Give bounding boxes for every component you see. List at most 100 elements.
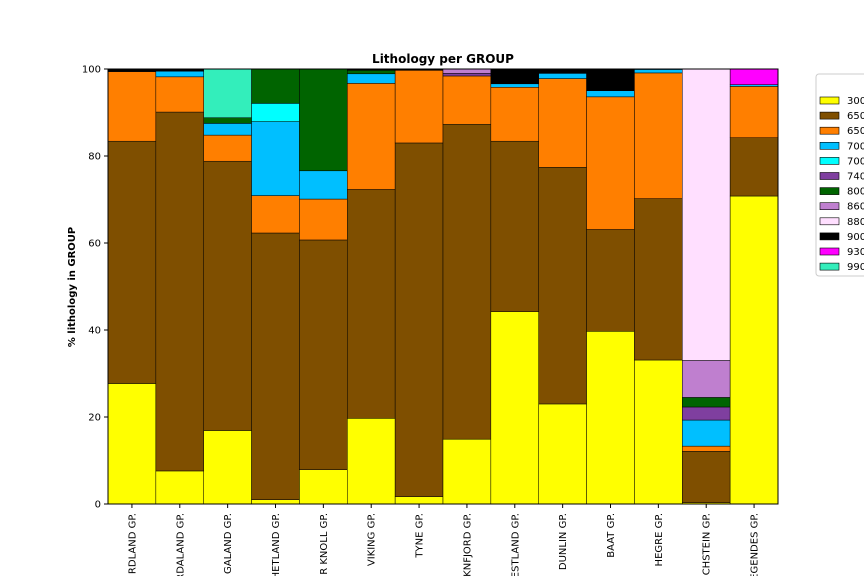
bar-segment: [203, 134, 252, 162]
bar-segment: [107, 383, 157, 505]
bar-segment: [203, 68, 252, 118]
bar-segment: [299, 68, 348, 172]
bar-segment: [586, 90, 635, 98]
y-tick-label: 60: [88, 239, 101, 250]
bar-segment: [538, 73, 587, 79]
bar-segment: [538, 78, 587, 168]
bar-segment: [538, 167, 587, 405]
x-tick-label: TYNE GP.: [415, 513, 426, 559]
bar-segment: [490, 83, 539, 88]
bar-segment: [251, 103, 300, 122]
bar-segment: [251, 121, 300, 196]
legend-swatch: [819, 126, 840, 135]
bar-segment: [203, 123, 252, 136]
legend-label: 900: [847, 232, 864, 243]
bar-segment: [634, 69, 683, 74]
chart-title: Lithology per GROUP: [372, 52, 514, 66]
bar-segment: [442, 438, 492, 505]
bar-segment: [729, 68, 779, 85]
bar-segment: [538, 68, 587, 74]
legend-swatch: [819, 232, 840, 241]
x-tick-label: RDALAND GP.: [175, 513, 186, 576]
bar-segment: [347, 73, 396, 84]
plot-frame: [107, 68, 779, 505]
legend-swatch: [819, 157, 840, 165]
y-tick-label: 40: [88, 326, 101, 337]
x-tick-label: HEGRE GP.: [654, 513, 665, 566]
bar-segment: [203, 117, 252, 124]
legend-label: 930: [847, 247, 864, 258]
y-tick-label: 80: [88, 152, 101, 163]
bar-segment: [251, 68, 300, 104]
legend-label: 990: [847, 262, 864, 273]
x-tick-label: RDLAND GP.: [127, 513, 138, 574]
bar-segment: [490, 140, 539, 312]
y-axis: 0 20 40 60 80 100: [82, 65, 108, 511]
bar-segment: [155, 76, 204, 113]
bar-segment: [682, 445, 731, 452]
legend-label: 650: [847, 111, 864, 122]
x-tick-label: KNFJORD GP.: [462, 513, 473, 576]
bar-segment: [634, 198, 683, 361]
bar-segment: [682, 397, 731, 408]
bar-segment: [394, 142, 444, 497]
y-axis-label: % lithology in GROUP: [67, 227, 78, 347]
bar-segment: [490, 311, 539, 505]
bar-segment: [299, 198, 348, 241]
x-tick-label: BAAT GP.: [606, 513, 617, 558]
x-axis: RDLAND GP. RDALAND GP. GALAND GP. HETLAND G…: [127, 504, 761, 576]
bar-segment: [203, 430, 252, 505]
bar-segment: [682, 360, 731, 398]
bar-segment: [251, 499, 300, 505]
bar-segment: [682, 406, 731, 421]
bar-segment: [251, 195, 300, 234]
bar-segment: [251, 232, 300, 500]
bar-segment: [107, 140, 157, 384]
bar-segment: [299, 469, 348, 505]
bar-segment: [155, 111, 204, 472]
bar-segment: [442, 73, 492, 77]
x-tick-label: VIKING GP.: [367, 513, 378, 566]
bar-segment: [634, 72, 683, 199]
bar-segment: [155, 70, 204, 78]
legend-swatch: [819, 217, 840, 226]
bar-segment: [203, 160, 252, 431]
legend-swatch: [819, 111, 840, 120]
bar-segment: [729, 195, 779, 505]
legend-swatch: [819, 172, 840, 180]
legend-label: 700: [847, 156, 864, 167]
bar-segment: [490, 87, 539, 142]
bar-segment: [442, 75, 492, 125]
bar-segment: [586, 331, 635, 505]
bar-segment: [442, 123, 492, 440]
bar-segment: [682, 451, 731, 503]
y-tick-label: 100: [82, 65, 101, 76]
bar-segment: [442, 68, 492, 74]
legend-label: 700: [847, 141, 864, 152]
bar-segment: [347, 83, 396, 190]
bar-segment: [347, 418, 396, 505]
bar-segment: [729, 86, 779, 138]
x-tick-label: CHSTEIN GP.: [702, 513, 713, 575]
legend-swatch: [819, 187, 840, 195]
legend-swatch: [819, 247, 840, 256]
x-tick-label: ESTLAND GP.: [510, 513, 521, 576]
x-tick-label: DUNLIN GP.: [558, 513, 569, 570]
bar-segment: [490, 68, 539, 85]
bar-segment: [299, 239, 348, 470]
legend-label: 860: [847, 202, 864, 213]
legend-swatch: [819, 142, 840, 150]
legend-label: 650: [847, 126, 864, 137]
bar-segment: [107, 71, 157, 142]
y-tick-label: 20: [88, 413, 101, 424]
bar-segment: [347, 70, 396, 75]
legend-swatch: [819, 262, 840, 271]
legend-frame: [815, 73, 864, 277]
y-tick-label: 0: [95, 500, 101, 511]
legend-label: 880: [847, 217, 864, 228]
x-tick-label: R KNOLL GP.: [319, 513, 330, 575]
bar-segment: [586, 229, 635, 332]
legend-label: 300: [847, 96, 864, 107]
bar-segment: [538, 403, 587, 505]
